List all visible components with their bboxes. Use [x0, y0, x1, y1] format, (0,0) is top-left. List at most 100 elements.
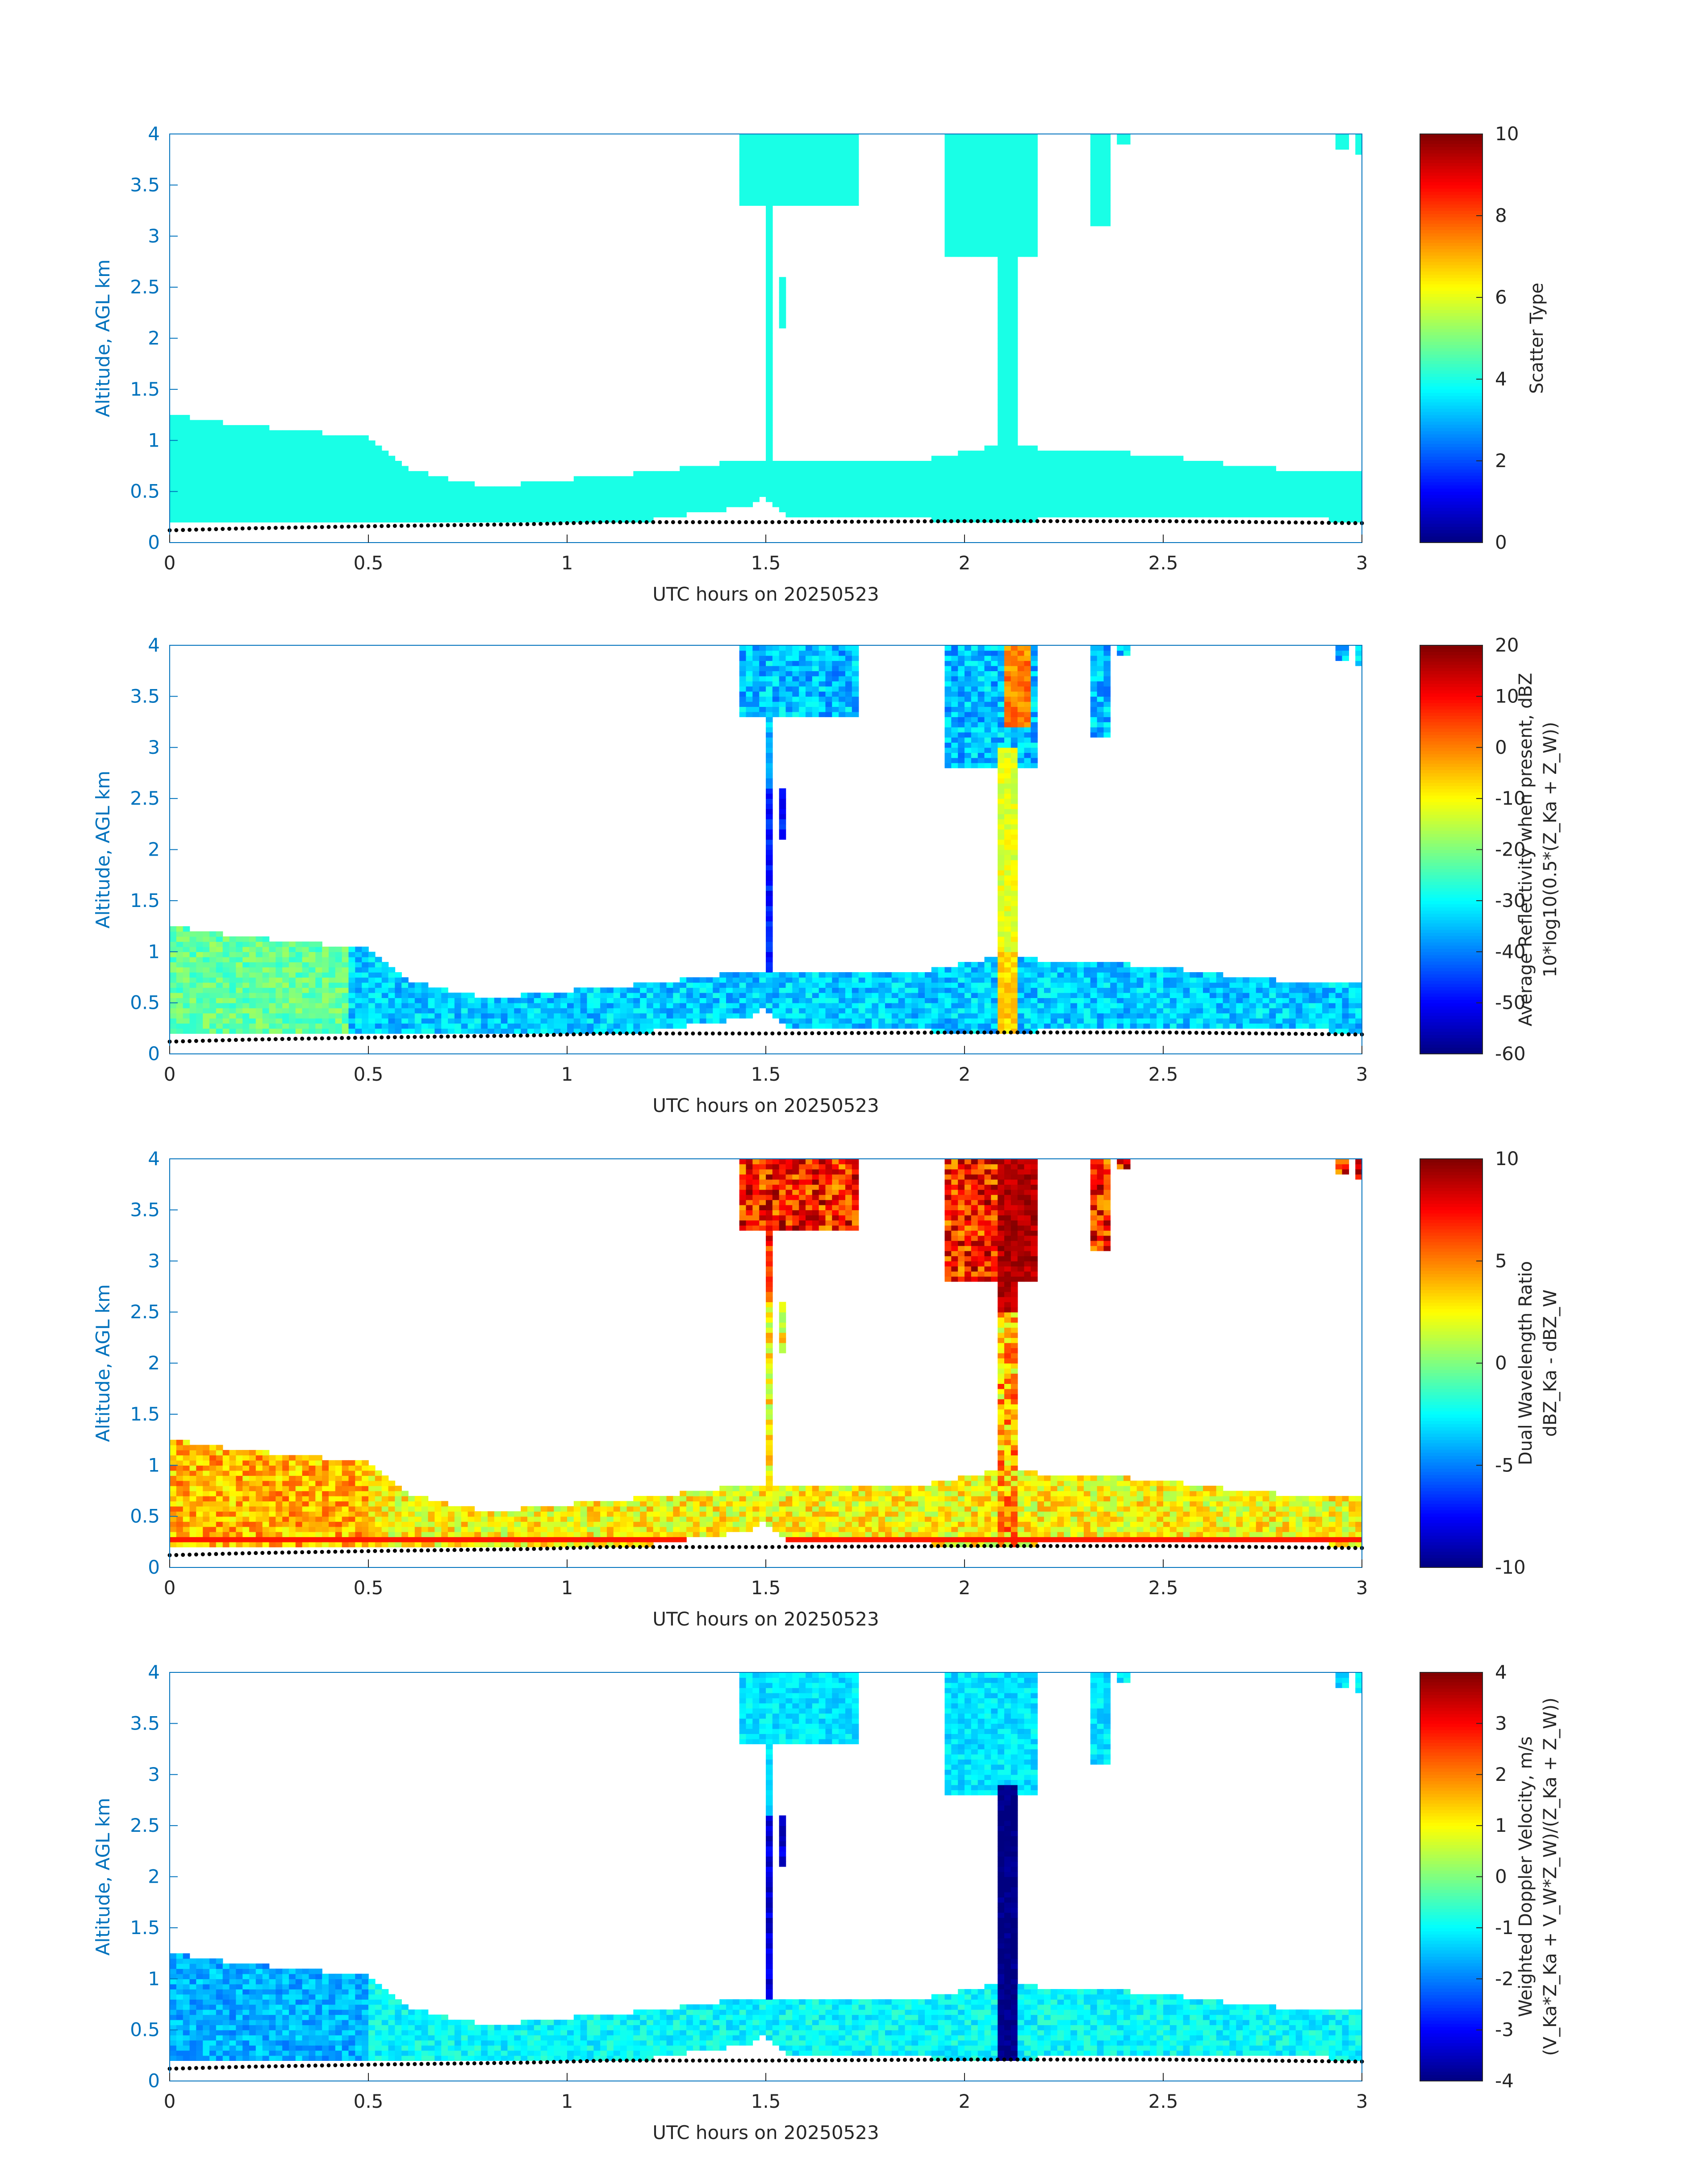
heatmap-cell — [289, 1013, 296, 1019]
heatmap-cell — [276, 952, 283, 957]
colorbar-tick-label: 4 — [1495, 368, 1507, 390]
heatmap-cell — [375, 476, 382, 482]
y-tick-label: 3.5 — [130, 174, 160, 196]
heatmap-cell — [375, 1013, 382, 1019]
heatmap-cell — [1190, 497, 1197, 502]
ground-dot — [426, 523, 430, 528]
heatmap-cell — [170, 931, 177, 937]
heatmap-cell — [1335, 139, 1343, 145]
heatmap-cell — [196, 455, 203, 461]
heatmap-cell — [766, 261, 773, 267]
heatmap-cell — [368, 501, 376, 507]
heatmap-cell — [1216, 491, 1224, 497]
heatmap-cell — [653, 486, 660, 492]
heatmap-cell — [335, 1018, 342, 1024]
heatmap-cell — [395, 1018, 402, 1024]
heatmap-cell — [1295, 512, 1303, 518]
heatmap-cell — [666, 987, 674, 993]
heatmap-cell — [1289, 476, 1296, 482]
heatmap-cell — [819, 1018, 826, 1024]
heatmap-cell — [785, 501, 793, 507]
heatmap-cell — [825, 512, 833, 518]
heatmap-cell — [534, 1013, 541, 1019]
heatmap-cell — [335, 967, 342, 973]
heatmap-cell — [262, 1023, 270, 1029]
heatmap-cell — [944, 205, 952, 211]
heatmap-cell — [739, 676, 747, 681]
heatmap-cell — [183, 972, 190, 978]
heatmap-cell — [295, 491, 303, 497]
heatmap-cell — [1011, 221, 1018, 226]
heatmap-cell — [1322, 512, 1329, 518]
heatmap-cell — [958, 466, 965, 472]
heatmap-cell — [766, 957, 773, 962]
heatmap-cell — [1011, 420, 1018, 426]
heatmap-cell — [209, 466, 217, 472]
heatmap-cell — [335, 992, 342, 998]
heatmap-cell — [839, 671, 846, 677]
heatmap-cell — [236, 946, 243, 952]
heatmap-cell — [799, 1003, 806, 1008]
heatmap-cell — [329, 512, 336, 518]
heatmap-cell — [984, 185, 992, 191]
heatmap-cell — [626, 992, 634, 998]
ground-dot — [439, 523, 443, 527]
heatmap-cell — [785, 481, 793, 487]
heatmap-cell — [785, 1018, 793, 1024]
heatmap-cell — [600, 501, 607, 507]
heatmap-cell — [170, 420, 177, 426]
heatmap-cell — [269, 455, 276, 461]
heatmap-cell — [1077, 491, 1084, 497]
heatmap-cell — [1130, 501, 1137, 507]
heatmap-cell — [183, 476, 190, 482]
heatmap-cell — [540, 992, 548, 998]
heatmap-cell — [812, 144, 819, 150]
heatmap-cell — [819, 200, 826, 206]
heatmap-cell — [832, 486, 839, 492]
heatmap-cell — [388, 992, 396, 998]
heatmap-cell — [799, 481, 806, 487]
heatmap-cell — [1004, 216, 1011, 221]
heatmap-cell — [766, 926, 773, 932]
heatmap-cell — [845, 665, 852, 671]
heatmap-cell — [918, 481, 925, 487]
heatmap-cell — [1011, 277, 1018, 283]
heatmap-cell — [1044, 512, 1051, 518]
heatmap-cell — [414, 1003, 422, 1008]
heatmap-cell — [998, 430, 1005, 436]
heatmap-cell — [329, 946, 336, 952]
heatmap-cell — [766, 890, 773, 896]
heatmap-cell — [501, 1018, 508, 1024]
heatmap-cell — [507, 486, 515, 492]
heatmap-cell — [752, 185, 760, 191]
heatmap-cell — [269, 1028, 276, 1034]
heatmap-cell — [680, 1013, 687, 1019]
colorbar-tick-label: 6 — [1495, 286, 1507, 308]
heatmap-cell — [289, 440, 296, 446]
heatmap-cell — [845, 506, 852, 513]
heatmap-cell — [368, 497, 376, 502]
heatmap-cell — [845, 185, 852, 191]
colorbar-segment — [1420, 424, 1482, 428]
heatmap-cell — [395, 977, 402, 983]
heatmap-cell — [295, 1018, 303, 1024]
heatmap-cell — [1090, 497, 1098, 502]
heatmap-cell — [713, 497, 720, 502]
heatmap-cell — [414, 471, 422, 477]
heatmap-cell — [276, 941, 283, 947]
heatmap-cell — [1117, 497, 1124, 502]
heatmap-cell — [1103, 216, 1111, 221]
heatmap-cell — [1183, 481, 1190, 487]
heatmap-cell — [1011, 338, 1018, 344]
heatmap-cell — [421, 501, 429, 507]
heatmap-cell — [183, 486, 190, 492]
heatmap-cell — [488, 1013, 495, 1019]
heatmap-cell — [315, 430, 322, 436]
heatmap-cell — [1223, 481, 1230, 487]
heatmap-cell — [229, 1028, 237, 1034]
heatmap-cell — [1004, 353, 1011, 359]
heatmap-cell — [1342, 501, 1349, 507]
colorbar-segment — [1420, 194, 1482, 198]
heatmap-cell — [772, 466, 780, 472]
heatmap-cell — [1017, 241, 1025, 247]
